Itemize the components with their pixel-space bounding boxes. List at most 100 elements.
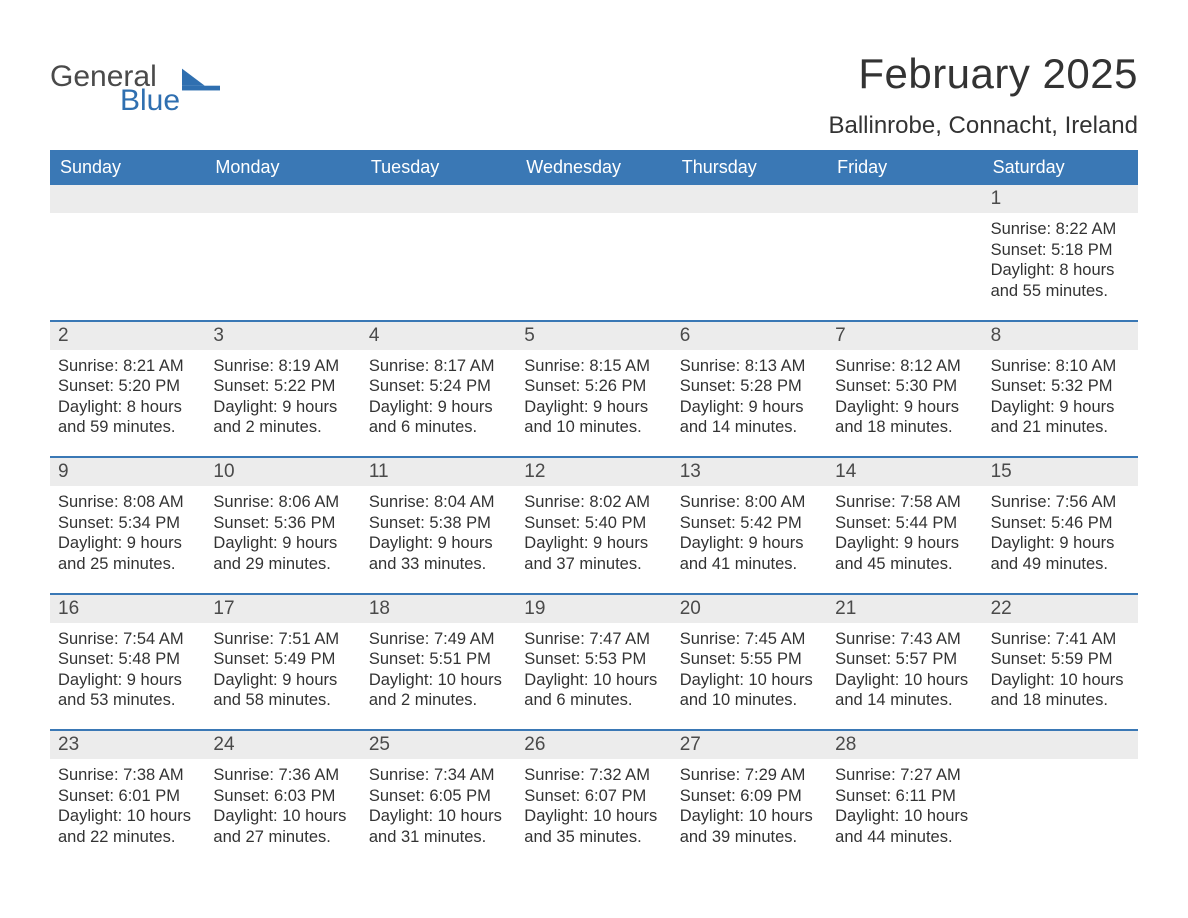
sunset-text: Sunset: 5:32 PM	[991, 376, 1130, 397]
sunrise-text: Sunrise: 7:36 AM	[213, 765, 352, 786]
daylight-text: Daylight: 10 hours	[835, 670, 974, 691]
sunset-text: Sunset: 5:36 PM	[213, 513, 352, 534]
weekday-label: Friday	[827, 150, 982, 185]
day-number: 28	[827, 731, 982, 759]
sunset-text: Sunset: 5:46 PM	[991, 513, 1130, 534]
daylight-text: and 2 minutes.	[213, 417, 352, 438]
sunrise-text: Sunrise: 8:17 AM	[369, 356, 508, 377]
daylight-text: and 55 minutes.	[991, 281, 1130, 302]
weekday-label: Sunday	[50, 150, 205, 185]
day-number	[827, 185, 982, 213]
daylight-text: Daylight: 9 hours	[213, 670, 352, 691]
title-block: February 2025 Ballinrobe, Connacht, Irel…	[828, 50, 1138, 140]
day-number: 9	[50, 458, 205, 486]
sunset-text: Sunset: 5:28 PM	[680, 376, 819, 397]
sunrise-text: Sunrise: 8:06 AM	[213, 492, 352, 513]
sunrise-text: Sunrise: 8:22 AM	[991, 219, 1130, 240]
sunrise-text: Sunrise: 8:00 AM	[680, 492, 819, 513]
week-content-row: Sunrise: 8:08 AMSunset: 5:34 PMDaylight:…	[50, 486, 1138, 593]
sunset-text: Sunset: 5:20 PM	[58, 376, 197, 397]
daylight-text: Daylight: 9 hours	[58, 670, 197, 691]
sunrise-text: Sunrise: 7:54 AM	[58, 629, 197, 650]
sunrise-text: Sunrise: 7:51 AM	[213, 629, 352, 650]
sunrise-text: Sunrise: 7:47 AM	[524, 629, 663, 650]
sunset-text: Sunset: 5:57 PM	[835, 649, 974, 670]
day-cell: Sunrise: 8:04 AMSunset: 5:38 PMDaylight:…	[361, 486, 516, 593]
sunrise-text: Sunrise: 8:19 AM	[213, 356, 352, 377]
sunset-text: Sunset: 5:22 PM	[213, 376, 352, 397]
daylight-text: Daylight: 9 hours	[835, 397, 974, 418]
daylight-text: Daylight: 8 hours	[58, 397, 197, 418]
day-number: 24	[205, 731, 360, 759]
day-number	[672, 185, 827, 213]
daylight-text: and 2 minutes.	[369, 690, 508, 711]
day-cell: Sunrise: 7:41 AMSunset: 5:59 PMDaylight:…	[983, 623, 1138, 730]
day-cell	[361, 213, 516, 320]
day-cell: Sunrise: 8:13 AMSunset: 5:28 PMDaylight:…	[672, 350, 827, 457]
day-number: 20	[672, 595, 827, 623]
logo-text-block: General Blue	[50, 62, 180, 116]
sunrise-text: Sunrise: 8:12 AM	[835, 356, 974, 377]
location-text: Ballinrobe, Connacht, Ireland	[828, 112, 1138, 140]
day-number: 15	[983, 458, 1138, 486]
daylight-text: Daylight: 9 hours	[213, 397, 352, 418]
day-number: 22	[983, 595, 1138, 623]
daylight-text: and 27 minutes.	[213, 827, 352, 848]
day-cell: Sunrise: 7:27 AMSunset: 6:11 PMDaylight:…	[827, 759, 982, 866]
day-number: 21	[827, 595, 982, 623]
daylight-text: and 31 minutes.	[369, 827, 508, 848]
day-number: 14	[827, 458, 982, 486]
daylight-text: and 18 minutes.	[835, 417, 974, 438]
daylight-text: Daylight: 10 hours	[680, 670, 819, 691]
daylight-text: Daylight: 9 hours	[680, 533, 819, 554]
daylight-text: Daylight: 9 hours	[680, 397, 819, 418]
daylight-text: and 53 minutes.	[58, 690, 197, 711]
daylight-text: and 33 minutes.	[369, 554, 508, 575]
sunrise-text: Sunrise: 7:49 AM	[369, 629, 508, 650]
daylight-text: Daylight: 10 hours	[369, 670, 508, 691]
week-content-row: Sunrise: 8:21 AMSunset: 5:20 PMDaylight:…	[50, 350, 1138, 457]
day-number: 5	[516, 322, 671, 350]
daylight-text: and 49 minutes.	[991, 554, 1130, 575]
daylight-text: and 39 minutes.	[680, 827, 819, 848]
sunrise-text: Sunrise: 7:32 AM	[524, 765, 663, 786]
day-cell: Sunrise: 7:43 AMSunset: 5:57 PMDaylight:…	[827, 623, 982, 730]
daylight-text: Daylight: 9 hours	[213, 533, 352, 554]
daylight-text: and 18 minutes.	[991, 690, 1130, 711]
day-number	[361, 185, 516, 213]
day-cell: Sunrise: 7:32 AMSunset: 6:07 PMDaylight:…	[516, 759, 671, 866]
day-cell: Sunrise: 8:08 AMSunset: 5:34 PMDaylight:…	[50, 486, 205, 593]
day-number: 16	[50, 595, 205, 623]
daylight-text: and 41 minutes.	[680, 554, 819, 575]
day-number: 3	[205, 322, 360, 350]
daylight-text: and 10 minutes.	[524, 417, 663, 438]
daylight-text: Daylight: 8 hours	[991, 260, 1130, 281]
day-cell: Sunrise: 8:22 AMSunset: 5:18 PMDaylight:…	[983, 213, 1138, 320]
sunset-text: Sunset: 5:44 PM	[835, 513, 974, 534]
day-cell: Sunrise: 8:19 AMSunset: 5:22 PMDaylight:…	[205, 350, 360, 457]
sunrise-text: Sunrise: 7:27 AM	[835, 765, 974, 786]
sunrise-text: Sunrise: 7:34 AM	[369, 765, 508, 786]
sunset-text: Sunset: 6:03 PM	[213, 786, 352, 807]
sunrise-text: Sunrise: 8:15 AM	[524, 356, 663, 377]
calendar: Sunday Monday Tuesday Wednesday Thursday…	[50, 150, 1138, 866]
day-cell: Sunrise: 7:51 AMSunset: 5:49 PMDaylight:…	[205, 623, 360, 730]
daylight-text: Daylight: 10 hours	[213, 806, 352, 827]
daylight-text: and 14 minutes.	[835, 690, 974, 711]
weeks-container: 1Sunrise: 8:22 AMSunset: 5:18 PMDaylight…	[50, 185, 1138, 866]
sunrise-text: Sunrise: 7:56 AM	[991, 492, 1130, 513]
day-number: 8	[983, 322, 1138, 350]
day-cell: Sunrise: 7:45 AMSunset: 5:55 PMDaylight:…	[672, 623, 827, 730]
sunset-text: Sunset: 5:18 PM	[991, 240, 1130, 261]
sunrise-text: Sunrise: 8:08 AM	[58, 492, 197, 513]
day-number: 13	[672, 458, 827, 486]
day-cell: Sunrise: 8:10 AMSunset: 5:32 PMDaylight:…	[983, 350, 1138, 457]
daylight-text: Daylight: 10 hours	[680, 806, 819, 827]
day-number	[205, 185, 360, 213]
day-number: 2	[50, 322, 205, 350]
day-number: 1	[983, 185, 1138, 213]
daylight-text: and 35 minutes.	[524, 827, 663, 848]
daylight-text: Daylight: 10 hours	[524, 806, 663, 827]
weekday-label: Tuesday	[361, 150, 516, 185]
sunset-text: Sunset: 5:51 PM	[369, 649, 508, 670]
